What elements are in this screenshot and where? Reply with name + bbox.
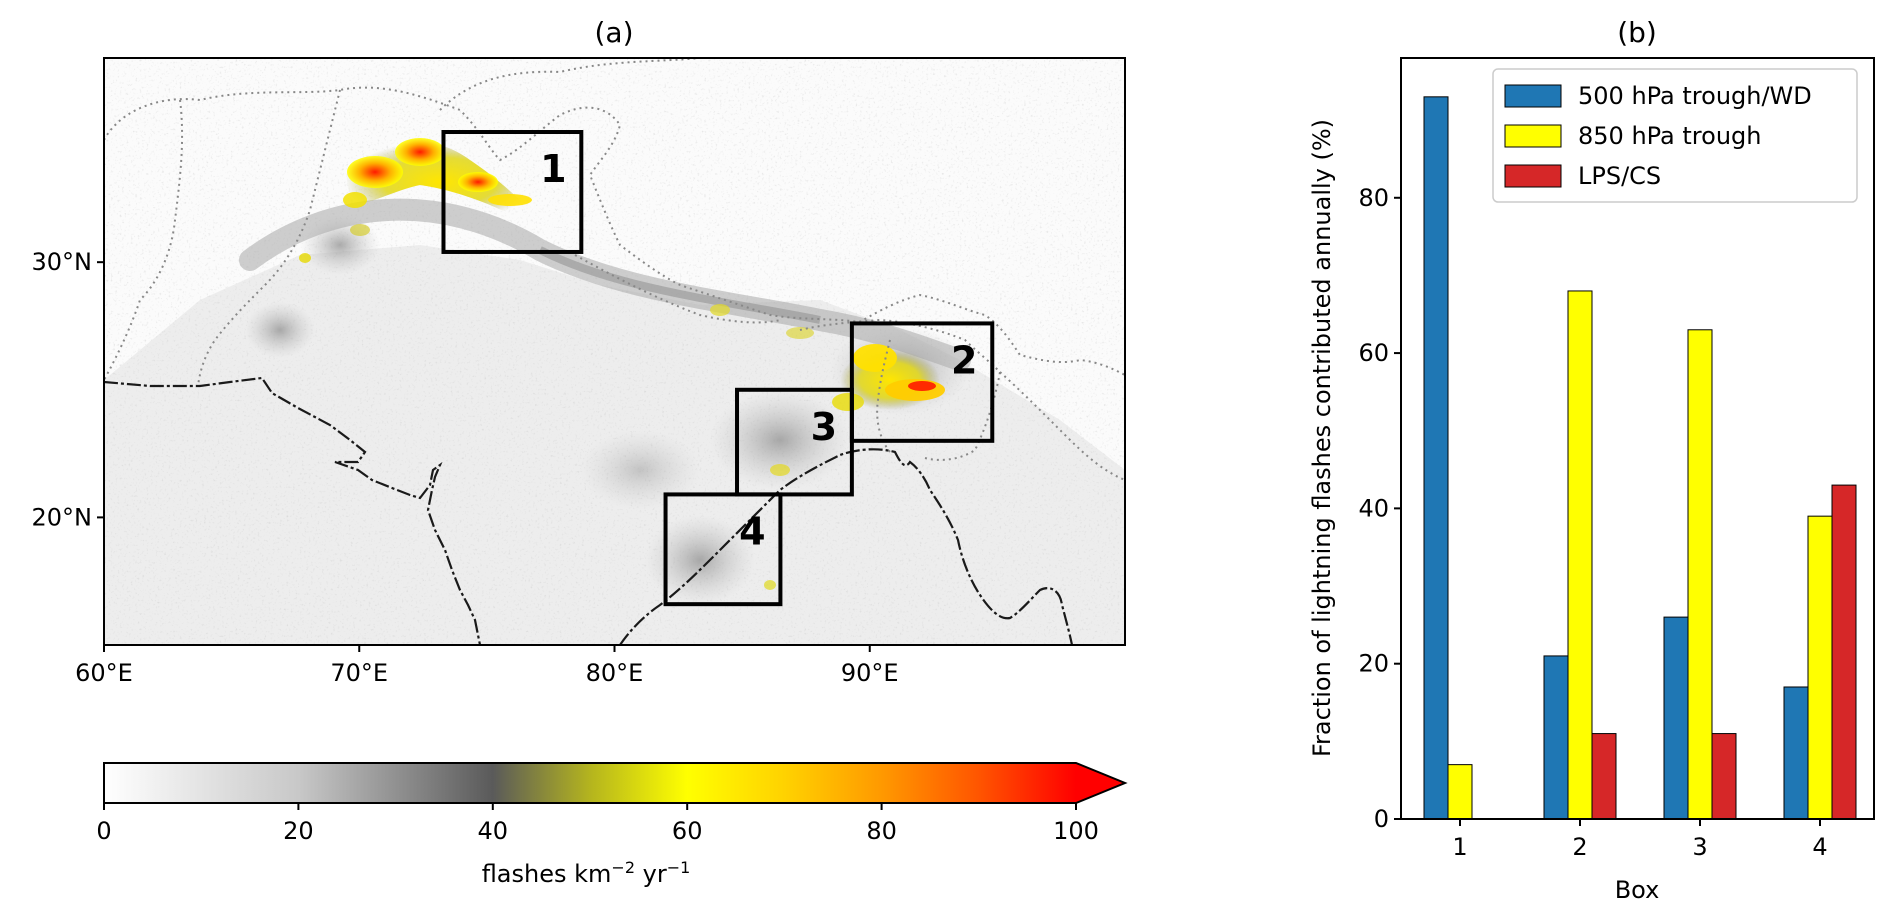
- bar-box-2-series-2: [1567, 290, 1593, 820]
- legend-swatch-1: [1504, 84, 1562, 108]
- map-x-tick-label: 80°E: [586, 659, 644, 687]
- colorbar-tick-label: 40: [478, 817, 509, 845]
- bar-box-4-series-3: [1831, 484, 1857, 820]
- bar-x-tick-label: 1: [1452, 833, 1467, 861]
- colorbar-ticks: 0 20 40 60 80 100: [96, 803, 1099, 845]
- bar-box-2-series-3: [1591, 733, 1617, 820]
- bar-x-tick-label: 3: [1692, 833, 1707, 861]
- legend-label-2: 850 hPa trough: [1578, 122, 1761, 150]
- bar-box-3-series-2: [1687, 329, 1713, 820]
- map-panel-title: (a): [594, 16, 633, 49]
- bar-box-3-series-1: [1663, 616, 1689, 820]
- bar-box-4-series-2: [1807, 515, 1833, 820]
- bar-box-1-series-1: [1423, 96, 1449, 820]
- bar-box-2-series-1: [1543, 655, 1569, 820]
- legend-swatch-2: [1504, 124, 1562, 148]
- legend-label-1: 500 hPa trough/WD: [1578, 82, 1812, 110]
- bar-x-tick-label: 2: [1572, 833, 1587, 861]
- colorbar: 0 20 40 60 80 100 flashes km−2 yr−1: [96, 762, 1128, 888]
- box-3-outline: [735, 387, 854, 497]
- box-2-label: 2: [951, 338, 977, 382]
- bar-legend: 500 hPa trough/WD 850 hPa trough LPS/CS: [1492, 68, 1858, 203]
- bar-y-tick-label: 40: [1358, 494, 1389, 522]
- colorbar-tick-label: 80: [866, 817, 897, 845]
- box-4-outline: [663, 492, 783, 607]
- bar-box-3-series-3: [1711, 733, 1737, 820]
- bar-y-axis-label: Fraction of lightning flashes contribute…: [1308, 119, 1336, 757]
- colorbar-label: flashes km−2 yr−1: [482, 858, 691, 888]
- map-x-tick-label: 90°E: [841, 659, 899, 687]
- bar-box-4-series-1: [1783, 686, 1809, 820]
- map-y-ticks: 30°N 20°N: [32, 248, 104, 531]
- bar-box-1-series-2: [1447, 764, 1473, 820]
- bar-plot-frame: [1400, 57, 1875, 820]
- bar-y-tick-label: 0: [1374, 805, 1389, 833]
- map-x-tick-label: 60°E: [75, 659, 133, 687]
- map-field: [104, 58, 1125, 645]
- map-y-tick-label: 30°N: [32, 248, 93, 276]
- legend-swatch-3: [1504, 164, 1562, 188]
- colorbar-tick-label: 20: [283, 817, 314, 845]
- map-panel: (a): [32, 16, 1126, 687]
- colorbar-gradient: [104, 763, 1076, 803]
- box-1-label: 1: [540, 147, 566, 191]
- map-y-tick-label: 20°N: [32, 503, 93, 531]
- bar-x-axis-label: Box: [1615, 876, 1660, 904]
- colorbar-extend-arrow: [1076, 763, 1125, 803]
- legend-frame: [1492, 68, 1858, 203]
- colorbar-outline: [103, 762, 1128, 804]
- box-3-label: 3: [811, 405, 837, 449]
- box-1-outline: [441, 130, 584, 254]
- map-x-ticks: 60°E 70°E 80°E 90°E: [75, 645, 899, 687]
- bar-y-tick-label: 20: [1358, 650, 1389, 678]
- bar-x-tick-label: 4: [1812, 833, 1827, 861]
- map-x-tick-label: 70°E: [330, 659, 388, 687]
- bar-y-tick-label: 60: [1358, 339, 1389, 367]
- colorbar-tick-label: 60: [672, 817, 703, 845]
- colorbar-tick-label: 0: [96, 817, 111, 845]
- box-4-label: 4: [739, 509, 765, 553]
- box-2-outline: [849, 321, 995, 443]
- map-boxes: 1 2 3 4: [441, 130, 995, 607]
- bar-y-tick-label: 80: [1358, 184, 1389, 212]
- legend-label-3: LPS/CS: [1578, 162, 1661, 190]
- bar-panel-title: (b): [1617, 16, 1657, 49]
- colorbar-tick-label: 100: [1053, 817, 1099, 845]
